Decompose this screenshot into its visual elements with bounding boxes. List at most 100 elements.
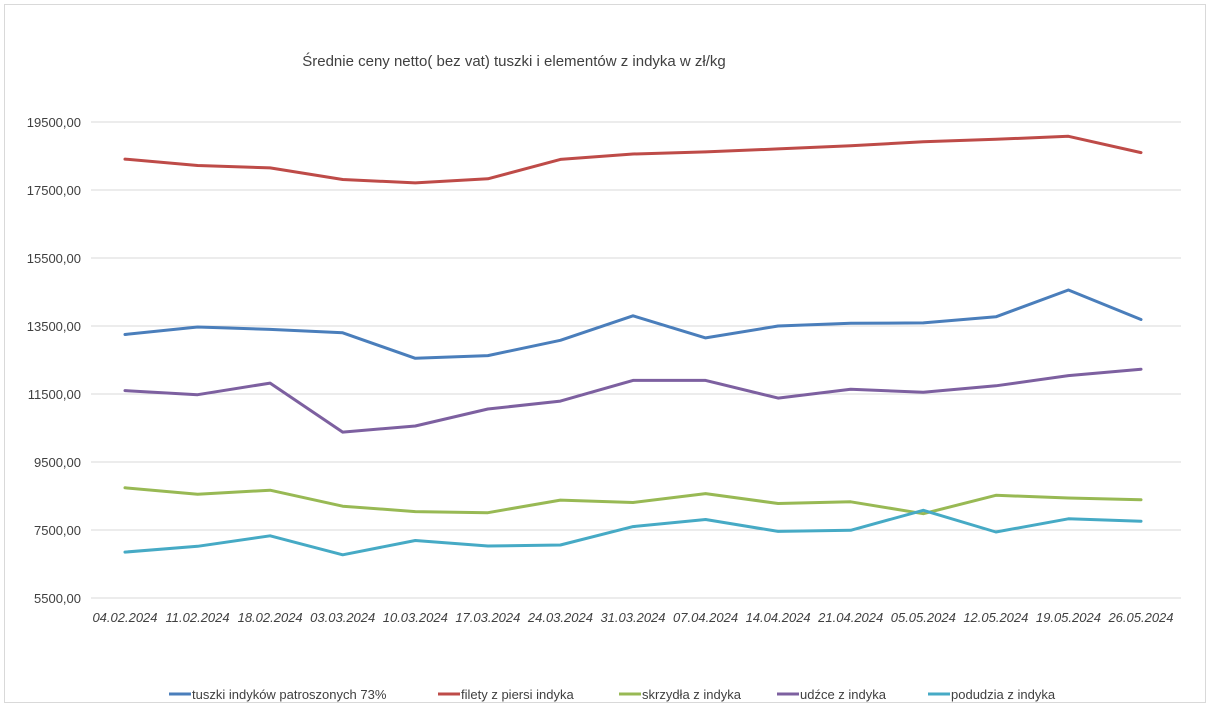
data-point [922,512,925,515]
data-point [123,486,127,490]
x-tick-label: 10.03.2024 [383,610,448,625]
data-point [414,181,417,185]
data-point [123,389,127,392]
data-point [341,430,344,434]
data-point [631,314,635,317]
data-point [1139,151,1143,154]
y-tick-label: 9500,00 [34,455,81,470]
data-point [776,147,780,151]
data-point [268,328,272,331]
data-point [486,177,490,180]
x-tick-label: 05.05.2024 [891,610,956,625]
data-point [196,393,199,396]
data-point [196,164,199,167]
data-point [849,322,852,325]
data-point [268,166,272,170]
gridlines [91,121,1181,599]
data-point [922,321,925,325]
series-line [123,288,1143,360]
x-tick-label: 12.05.2024 [963,610,1028,625]
data-point [704,492,707,495]
data-point [196,493,199,496]
data-point [776,324,780,328]
x-tick-label: 19.05.2024 [1036,610,1101,625]
data-point [268,534,272,537]
y-axis: 5500,00 7500,00 9500,00 11500,00 13500,00 155… [27,115,81,606]
y-tick-label: 5500,00 [34,591,81,606]
data-point [1067,374,1070,377]
line-chart: Średnie ceny netto( bez vat) tuszki i el… [27,52,1181,702]
data-point [1139,519,1143,523]
data-point [922,391,925,394]
data-point [631,501,635,504]
data-point [414,357,417,360]
series-line [123,486,1143,516]
data-point [994,138,998,141]
chart-area: Średnie ceny netto( bez vat) tuszki i el… [4,4,1206,703]
chart-title: Średnie ceny netto( bez vat) tuszki i el… [302,52,726,70]
legend-label: filety z piersi indyka [461,687,574,702]
data-point [776,530,780,533]
data-point [341,505,344,508]
data-point [414,424,417,428]
data-point [994,530,998,534]
data-point [704,518,707,521]
data-point [631,525,635,528]
series-line [123,367,1143,434]
legend-label: skrzydła z indyka [642,687,742,702]
series-line [123,134,1143,185]
data-point [196,545,199,548]
data-point [414,510,417,513]
data-point [268,489,272,492]
data-point [123,550,127,554]
data-point [1067,517,1070,520]
x-tick-label: 03.03.2024 [310,610,375,625]
data-point [414,539,417,542]
data-point [486,354,490,357]
data-point [559,498,562,502]
y-tick-label: 19500,00 [27,115,81,130]
data-point [1067,135,1070,138]
data-point [704,150,707,154]
data-point [341,178,344,181]
data-point [559,543,562,547]
y-tick-label: 17500,00 [27,183,81,198]
data-point [849,388,852,391]
data-point [849,144,852,147]
x-tick-label: 11.02.2024 [166,610,230,625]
data-point [849,529,852,532]
data-point [631,152,635,156]
data-point [704,336,707,340]
data-point [994,315,998,319]
legend-label: udźce z indyka [800,687,887,702]
x-tick-label: 17.03.2024 [455,610,520,625]
data-point [1139,367,1143,371]
y-tick-label: 13500,00 [27,319,81,334]
data-point [341,553,344,557]
x-axis: 04.02.2024 11.02.2024 18.02.2024 03.03.2024… [92,610,1173,625]
legend-label: tuszki indyków patroszonych 73% [192,687,387,702]
data-point [196,325,199,329]
data-point [631,379,635,382]
y-tick-label: 7500,00 [34,523,81,538]
data-point [341,331,344,334]
data-point [1067,496,1070,500]
data-point [994,384,998,388]
y-tick-label: 11500,00 [28,387,81,402]
data-point [559,399,562,403]
data-point [486,544,490,548]
x-tick-label: 31.03.2024 [600,610,665,625]
x-tick-label: 21.04.2024 [817,610,883,625]
series-lines [123,134,1143,557]
data-point [994,494,998,497]
data-point [123,157,127,161]
data-point [1139,318,1143,321]
data-point [268,381,272,385]
data-point [776,502,780,505]
data-point [1139,498,1143,501]
x-tick-label: 24.03.2024 [527,610,593,625]
x-tick-label: 18.02.2024 [238,610,303,625]
data-point [559,339,562,342]
data-point [776,396,780,400]
legend-label: podudzia z indyka [951,687,1056,702]
